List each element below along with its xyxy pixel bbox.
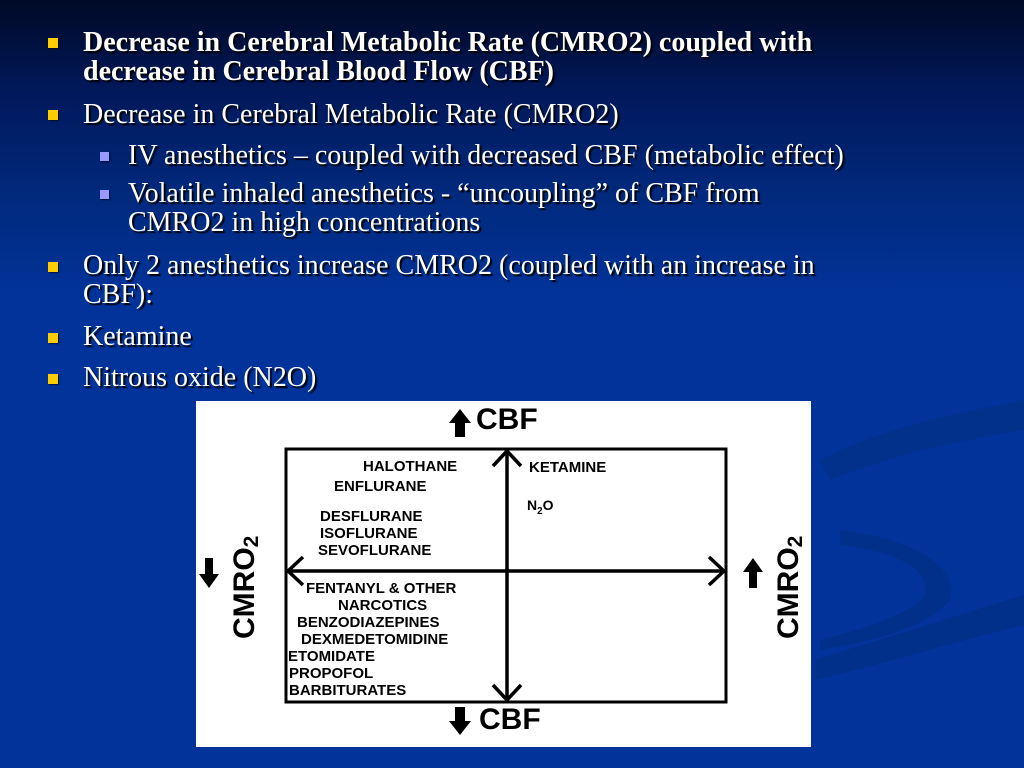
- bullet-marker-icon: [48, 110, 58, 120]
- axis-label-text: CMRO: [228, 547, 261, 639]
- sub-bullet-item: IV anesthetics – coupled with decreased …: [128, 141, 1008, 170]
- bullet-line: Decrease in Cerebral Metabolic Rate (CMR…: [83, 99, 619, 130]
- bullet-line: Ketamine: [83, 321, 192, 352]
- bullet-marker-icon: [48, 262, 58, 272]
- n2o-o: O: [542, 497, 554, 513]
- drug-desflurane: DESFLURANE: [320, 508, 423, 525]
- drug-narcotics: NARCOTICS: [338, 597, 428, 614]
- cmro2-decrease-label: CMRO2: [228, 536, 264, 639]
- sub-bullet-marker-icon: [100, 152, 109, 161]
- bullet-marker-icon: [48, 333, 58, 343]
- down-arrow-icon: [449, 707, 471, 735]
- cbf-increase-label: CBF: [476, 403, 538, 436]
- sub-bullet-item: Volatile inhaled anesthetics - “uncoupli…: [128, 179, 1008, 237]
- drug-isoflurane: ISOFLURANE: [320, 525, 418, 542]
- cmro2-increase-label: CMRO2: [772, 536, 808, 639]
- bullet-item: Decrease in Cerebral Metabolic Rate (CMR…: [83, 100, 1003, 129]
- drug-propofol: PROPOFOL: [289, 665, 374, 682]
- n2o-n: N: [527, 497, 538, 513]
- bullet-line: Nitrous oxide (N2O): [83, 362, 317, 393]
- bullet-line: Decrease in Cerebral Metabolic Rate (CMR…: [83, 27, 813, 58]
- bullet-item: Only 2 anesthetics increase CMRO2 (coupl…: [83, 251, 1003, 309]
- bullet-marker-icon: [48, 38, 58, 48]
- drug-halothane: HALOTHANE: [363, 458, 458, 475]
- bullet-line: IV anesthetics – coupled with decreased …: [128, 140, 844, 171]
- sub-bullet-marker-icon: [100, 190, 109, 199]
- drug-n2o: N2O: [527, 497, 553, 520]
- bullet-item: Decrease in Cerebral Metabolic Rate (CMR…: [83, 28, 1003, 86]
- diagram-axes: [199, 409, 763, 735]
- bullet-line: CBF):: [83, 279, 154, 310]
- drug-fentanyl: FENTANYL & OTHER: [306, 580, 457, 597]
- n2o-subscript: 2: [537, 506, 543, 517]
- drug-barbiturates: BARBITURATES: [289, 682, 407, 699]
- up-arrow-icon: [449, 409, 471, 437]
- drug-ketamine: KETAMINE: [529, 459, 607, 476]
- axis-label-subscript: 2: [240, 535, 263, 548]
- drug-benzodiazepines: BENZODIAZEPINES: [297, 614, 440, 631]
- down-arrow-icon: [199, 558, 219, 588]
- axis-label-subscript: 2: [784, 535, 807, 548]
- cmro2-cbf-diagram: CBF CBF CMRO2 CMRO2 HALOTHANE ENFLURANE …: [196, 401, 811, 747]
- bullet-line: Only 2 anesthetics increase CMRO2 (coupl…: [83, 250, 815, 281]
- drug-sevoflurane: SEVOFLURANE: [318, 542, 432, 559]
- drug-etomidate: ETOMIDATE: [288, 648, 375, 665]
- up-arrow-icon: [743, 558, 763, 588]
- drug-dexmedetomidine: DEXMEDETOMIDINE: [301, 631, 449, 648]
- bullet-marker-icon: [48, 374, 58, 384]
- bullet-line: decrease in Cerebral Blood Flow (CBF): [83, 56, 555, 87]
- axis-label-text: CMRO: [772, 547, 805, 639]
- bullet-line: CMRO2 in high concentrations: [128, 207, 481, 238]
- drug-enflurane: ENFLURANE: [334, 478, 427, 495]
- bullet-item: Ketamine: [83, 322, 1003, 351]
- bullet-item: Nitrous oxide (N2O): [83, 363, 1003, 392]
- bullet-line: Volatile inhaled anesthetics - “uncoupli…: [128, 178, 760, 209]
- cbf-decrease-label: CBF: [479, 703, 541, 736]
